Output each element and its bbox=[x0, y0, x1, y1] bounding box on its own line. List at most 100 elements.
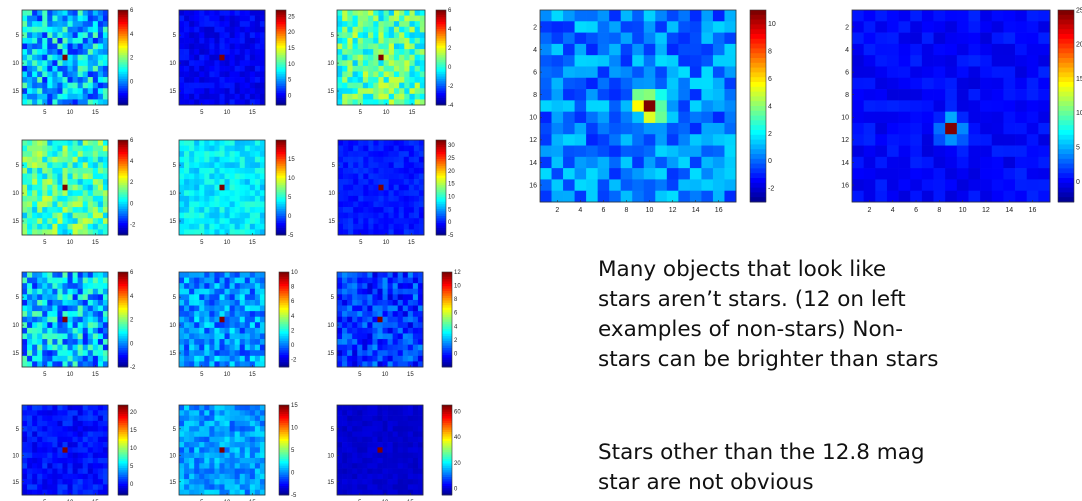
heatmap-cell bbox=[1003, 10, 1016, 22]
heatmap-cell bbox=[377, 288, 383, 295]
heatmap-cell bbox=[348, 162, 354, 169]
heatmap-cell bbox=[209, 71, 215, 78]
heatmap-cell bbox=[62, 479, 68, 485]
heatmap-cell bbox=[342, 299, 348, 306]
heatmap-cell bbox=[393, 15, 400, 22]
heatmap-cell bbox=[409, 99, 415, 106]
heatmap-cell bbox=[259, 223, 266, 230]
colorbar-segment bbox=[118, 452, 128, 455]
colorbar-segment bbox=[276, 90, 286, 94]
heatmap-cell bbox=[563, 145, 575, 158]
heatmap-cell bbox=[352, 316, 358, 323]
heatmap-cell bbox=[244, 207, 251, 213]
heatmap-cell bbox=[249, 288, 256, 295]
heatmap-cell bbox=[47, 99, 53, 106]
heatmap-cell bbox=[358, 151, 364, 158]
heatmap-cell bbox=[62, 218, 68, 225]
colorbar-segment bbox=[436, 182, 446, 186]
heatmap-cell bbox=[47, 195, 53, 202]
heatmap-cell bbox=[32, 436, 38, 443]
heatmap-cell bbox=[337, 65, 343, 72]
heatmap-cell bbox=[254, 21, 261, 28]
heatmap-cell bbox=[399, 77, 405, 83]
colorbar-segment bbox=[279, 288, 289, 292]
heatmap-cell bbox=[244, 463, 251, 469]
x-tick-label: 14 bbox=[1005, 207, 1013, 214]
heatmap-cell bbox=[214, 229, 220, 236]
heatmap-cell bbox=[97, 431, 104, 438]
heatmap-cell bbox=[32, 355, 38, 362]
caption-line: star are not obvious bbox=[598, 470, 814, 495]
heatmap-cell bbox=[62, 184, 68, 191]
heatmap-cell bbox=[407, 361, 414, 368]
heatmap-cell bbox=[357, 77, 364, 83]
heatmap-cell bbox=[27, 489, 33, 496]
heatmap-cell bbox=[209, 49, 215, 56]
heatmap-cell bbox=[62, 322, 68, 329]
heatmap-cell bbox=[57, 212, 63, 219]
heatmap-cell bbox=[87, 283, 94, 290]
colorbar-segment bbox=[436, 211, 446, 215]
heatmap-cell bbox=[209, 311, 215, 318]
heatmap-cell bbox=[347, 294, 353, 301]
heatmap-cell bbox=[72, 201, 78, 208]
heatmap-cell bbox=[72, 484, 78, 491]
colorbar-segment bbox=[442, 329, 452, 332]
heatmap-cell bbox=[224, 410, 230, 416]
heatmap-cell bbox=[72, 140, 78, 146]
heatmap-cell bbox=[373, 212, 379, 219]
heatmap-cell bbox=[72, 21, 78, 28]
heatmap-cell bbox=[373, 99, 379, 106]
heatmap-cell bbox=[239, 15, 246, 22]
heatmap-cell bbox=[540, 100, 552, 112]
heatmap-cell bbox=[362, 339, 368, 345]
colorbar-segment bbox=[1058, 139, 1074, 145]
heatmap-cell bbox=[383, 49, 390, 56]
colorbar-segment bbox=[118, 357, 128, 361]
heatmap-cell bbox=[199, 65, 205, 72]
heatmap-cell bbox=[378, 179, 384, 186]
heatmap-cell bbox=[22, 442, 28, 448]
heatmap-cell bbox=[87, 167, 94, 174]
heatmap-cell bbox=[620, 156, 633, 169]
x-tick-label: 10 bbox=[67, 240, 74, 246]
heatmap-cell bbox=[378, 218, 384, 225]
heatmap-cell bbox=[37, 344, 43, 351]
heatmap-cell bbox=[102, 272, 109, 278]
heatmap-cell bbox=[179, 32, 185, 39]
heatmap-cell bbox=[204, 479, 210, 485]
heatmap-cell bbox=[875, 77, 888, 90]
colorbar-tick-label: 4 bbox=[291, 314, 295, 320]
heatmap-cell bbox=[32, 162, 38, 169]
heatmap-cell bbox=[945, 10, 958, 22]
heatmap-cell bbox=[382, 415, 388, 422]
heatmap-cell bbox=[372, 489, 378, 496]
heatmap-cell bbox=[47, 156, 53, 163]
heatmap-cell bbox=[338, 218, 344, 225]
heatmap-cell bbox=[57, 426, 63, 432]
heatmap-cell bbox=[194, 60, 200, 67]
colorbar-segment bbox=[276, 197, 286, 200]
heatmap-cell bbox=[22, 431, 28, 438]
heatmap-cell bbox=[678, 66, 691, 79]
heatmap-cell bbox=[22, 60, 28, 67]
heatmap-cell bbox=[214, 32, 220, 39]
heatmap-cell bbox=[47, 405, 53, 411]
heatmap-cell bbox=[383, 71, 390, 78]
heatmap-cell bbox=[968, 100, 981, 112]
heatmap-cell bbox=[358, 145, 364, 152]
heatmap-cell bbox=[72, 26, 78, 33]
heatmap-cell bbox=[209, 43, 215, 50]
heatmap-cell bbox=[347, 479, 353, 485]
colorbar-segment bbox=[276, 43, 286, 47]
heatmap-cell bbox=[921, 10, 934, 22]
heatmap-cell bbox=[72, 447, 78, 453]
heatmap-cell bbox=[184, 344, 190, 351]
heatmap-cell bbox=[32, 316, 38, 323]
heatmap-cell bbox=[82, 15, 89, 22]
heatmap-cell bbox=[254, 447, 261, 453]
heatmap-cell bbox=[42, 452, 48, 459]
heatmap-cell bbox=[42, 173, 48, 180]
heatmap-cell bbox=[87, 316, 94, 323]
